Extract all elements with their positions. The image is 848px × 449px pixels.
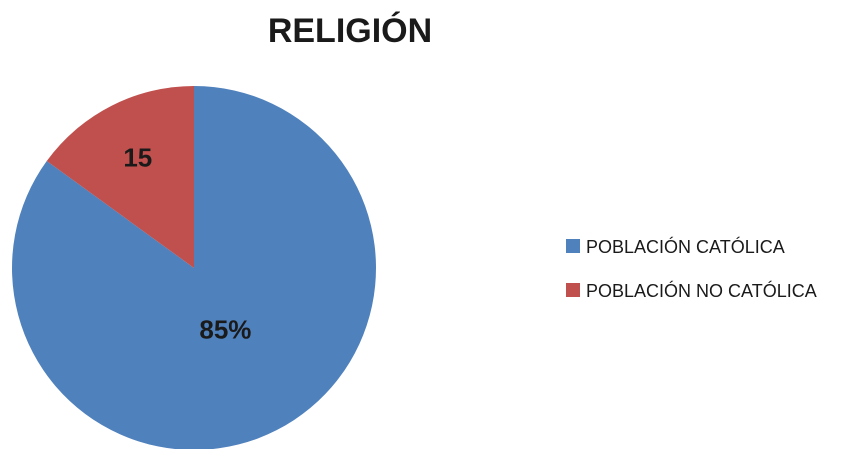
chart-legend: POBLACIÓN CATÓLICA POBLACIÓN NO CATÓLICA [566,236,817,301]
pie-slice-2 [46,86,194,268]
legend-swatch-2 [566,283,580,297]
pie-slices [12,86,376,449]
legend-label-2: POBLACIÓN NO CATÓLICA [586,280,817,301]
data-label-1: 85% [199,315,251,345]
data-label-2: 15 [123,143,152,173]
pie-slice-1 [12,86,376,449]
legend-label-1: POBLACIÓN CATÓLICA [586,236,785,257]
chart-title: RELIGIÓN [268,12,432,50]
legend-swatch-1 [566,239,580,253]
pie-data-labels: 85% 15 [123,143,251,345]
